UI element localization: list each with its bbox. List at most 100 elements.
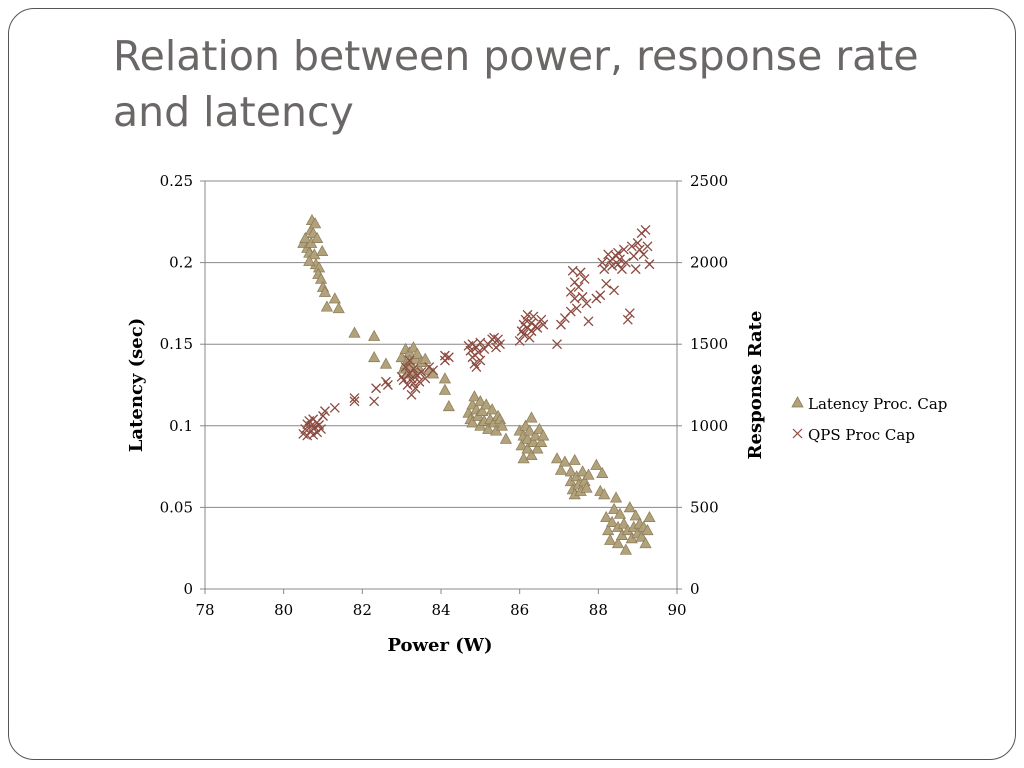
qps-point	[514, 335, 525, 346]
qps-point	[416, 366, 427, 377]
latency-point	[438, 383, 452, 395]
qps-point-stroke	[640, 225, 651, 235]
legend-marker-qps-b	[792, 428, 803, 439]
qps-point	[618, 244, 629, 255]
qps-point-stroke	[626, 241, 637, 252]
latency-point	[554, 463, 568, 475]
qps-point-stroke	[571, 303, 582, 314]
latency-point	[379, 357, 393, 369]
qps-point	[473, 347, 484, 358]
qps-point-stroke	[404, 368, 415, 379]
qps-point	[632, 238, 643, 248]
qps-point-stroke	[408, 363, 419, 374]
latency-point	[318, 285, 332, 297]
qps-point	[404, 355, 415, 366]
qps-point	[475, 337, 486, 348]
qps-point	[406, 389, 417, 400]
latency-point	[328, 292, 341, 304]
qps-point-stroke	[329, 402, 340, 413]
qps-point-stroke	[569, 277, 580, 288]
qps-point	[316, 424, 326, 435]
latency-point	[609, 491, 623, 503]
axes	[200, 180, 682, 594]
qps-point-stroke	[522, 309, 533, 320]
qps-point	[329, 402, 340, 413]
qps-point	[556, 319, 566, 330]
qps-point-stroke	[603, 249, 614, 260]
qps-point	[642, 241, 653, 252]
qps-point	[597, 257, 608, 268]
title-line-2: and latency	[113, 88, 354, 136]
qps-point	[616, 264, 627, 275]
qps-point-stroke	[420, 373, 431, 384]
qps-point-stroke	[349, 393, 360, 404]
qps-point	[583, 316, 594, 327]
qps-point	[601, 278, 612, 289]
qps-point-stroke	[528, 311, 539, 322]
qps-point-stroke	[465, 345, 476, 356]
latency-point	[529, 429, 542, 441]
qps-point	[428, 365, 439, 376]
qps-point	[443, 352, 454, 363]
qps-point-stroke	[471, 362, 482, 373]
latency-point	[641, 524, 654, 536]
qps-point-stroke	[495, 339, 505, 350]
qps-point-stroke	[642, 241, 653, 252]
qps-point	[609, 285, 620, 296]
latency-point	[613, 507, 627, 519]
qps-point-stroke	[615, 254, 625, 265]
latency-point	[576, 465, 589, 477]
latency-point	[582, 468, 595, 480]
latency-point	[598, 488, 611, 500]
qps-point-stroke	[577, 291, 588, 302]
latency-point	[407, 341, 420, 353]
qps-point	[371, 383, 382, 394]
qps-point-stroke	[601, 278, 612, 289]
latency-point	[442, 399, 455, 412]
latency-point	[320, 300, 334, 312]
title-line-1: Relation between power, response rate	[113, 32, 919, 80]
qps-point-stroke	[406, 373, 417, 384]
qps-point-stroke	[369, 396, 380, 407]
qps-point	[599, 264, 610, 275]
latency-point	[619, 543, 632, 555]
series-latency-points	[297, 213, 656, 555]
latency-point	[515, 439, 528, 451]
qps-point	[640, 225, 651, 235]
y2-tick-label: 0	[690, 580, 700, 598]
latency-point	[602, 524, 615, 536]
qps-point	[569, 277, 580, 288]
qps-point-stroke	[556, 319, 566, 330]
qps-point-stroke	[314, 420, 325, 430]
series-qps-points	[298, 225, 655, 441]
qps-point	[565, 306, 576, 317]
qps-point-stroke	[416, 366, 427, 377]
qps-point	[603, 249, 614, 260]
latency-point	[521, 442, 534, 454]
qps-point	[420, 373, 431, 384]
y2-tick-label: 500	[690, 498, 719, 516]
latency-point	[314, 272, 328, 284]
qps-point-stroke	[579, 273, 590, 284]
qps-point-stroke	[380, 376, 391, 387]
latency-point	[607, 502, 621, 514]
qps-point-stroke	[306, 420, 317, 431]
latency-point	[604, 533, 617, 545]
y2-tick-label: 1000	[690, 417, 728, 435]
qps-point-stroke	[479, 344, 490, 355]
qps-point	[467, 352, 478, 363]
latency-point	[527, 435, 540, 447]
qps-point	[369, 396, 380, 407]
y-tick-label: 0.05	[160, 498, 193, 516]
y2-tick-label: 2000	[690, 254, 728, 272]
qps-point-stroke	[467, 352, 478, 363]
latency-point	[596, 466, 609, 478]
latency-point	[558, 455, 571, 467]
qps-point-stroke	[599, 264, 610, 275]
qps-point-stroke	[595, 290, 606, 301]
qps-point	[630, 264, 641, 275]
qps-point-stroke	[414, 376, 425, 387]
qps-point-stroke	[471, 342, 482, 353]
slide-title: Relation between power, response rate an…	[113, 28, 973, 140]
qps-point-stroke	[538, 319, 549, 330]
